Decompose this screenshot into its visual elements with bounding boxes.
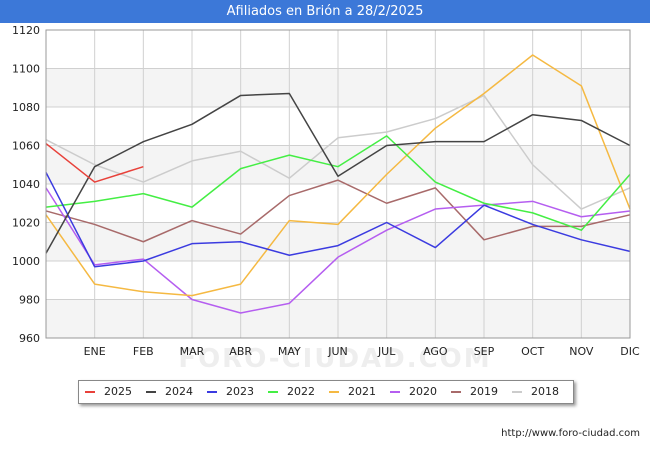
legend-label: 2018 bbox=[531, 385, 559, 398]
legend-swatch bbox=[512, 391, 522, 393]
x-tick-label: NOV bbox=[569, 345, 594, 358]
y-tick-label: 1120 bbox=[12, 24, 40, 37]
x-tick-label: ABR bbox=[229, 345, 252, 358]
y-tick-label: 1080 bbox=[12, 101, 40, 114]
y-tick-label: 1060 bbox=[12, 140, 40, 153]
series-line-2024 bbox=[45, 92, 631, 254]
legend-label: 2021 bbox=[348, 385, 376, 398]
legend-swatch bbox=[85, 391, 95, 393]
legend-label: 2024 bbox=[165, 385, 193, 398]
legend-swatch bbox=[207, 391, 217, 393]
x-tick-label: SEP bbox=[474, 345, 495, 358]
series-line-2018 bbox=[45, 94, 631, 210]
y-tick-label: 1000 bbox=[12, 255, 40, 268]
series-lines bbox=[45, 54, 631, 314]
x-tick-label: MAY bbox=[278, 345, 301, 358]
y-tick-label: 1100 bbox=[12, 63, 40, 76]
y-tick-label: 1020 bbox=[12, 217, 40, 230]
y-tick-label: 1040 bbox=[12, 178, 40, 191]
chart-title: Afiliados en Brión a 28/2/2025 bbox=[0, 0, 650, 23]
x-tick-label: OCT bbox=[521, 345, 544, 358]
x-tick-label: AGO bbox=[423, 345, 448, 358]
x-tick-label: MAR bbox=[180, 345, 205, 358]
legend-swatch bbox=[390, 391, 400, 393]
legend-swatch bbox=[451, 391, 461, 393]
series-line-2019 bbox=[45, 179, 631, 243]
x-tick-label: ENE bbox=[84, 345, 106, 358]
legend-label: 2023 bbox=[226, 385, 254, 398]
series-line-2023 bbox=[45, 172, 631, 268]
legend-swatch bbox=[146, 391, 156, 393]
series-line-2021 bbox=[45, 54, 631, 297]
watermark: FORO-CIUDAD.COM bbox=[178, 344, 491, 374]
x-tick-label: FEB bbox=[133, 345, 154, 358]
series-line-2022 bbox=[45, 135, 631, 231]
legend-label: 2019 bbox=[470, 385, 498, 398]
y-tick-label: 980 bbox=[19, 294, 40, 307]
x-tick-label: DIC bbox=[620, 345, 640, 358]
legend-label: 2020 bbox=[409, 385, 437, 398]
legend-label: 2025 bbox=[104, 385, 132, 398]
x-tick-label: JUL bbox=[377, 345, 396, 358]
source-link[interactable]: http://www.foro-ciudad.com bbox=[501, 428, 640, 439]
x-tick-label: JUN bbox=[327, 345, 348, 358]
y-tick-label: 960 bbox=[19, 332, 40, 345]
plot-frame bbox=[45, 29, 631, 339]
series-line-2020 bbox=[45, 187, 631, 314]
series-line-2025 bbox=[45, 142, 144, 183]
y-tick-labels: 960 980 1000 1020 1040 1060 1080 1100 1120 bbox=[12, 24, 40, 345]
legend-swatch bbox=[268, 391, 278, 393]
legend-swatch bbox=[329, 391, 339, 393]
legend-label: 2022 bbox=[287, 385, 315, 398]
x-tick-labels: ENE FEB MAR ABR MAY JUN JUL AGO SEP OCT NOV DIC bbox=[84, 345, 640, 358]
legend: 2025 2024 2023 2022 2021 2020 2019 2018 bbox=[78, 380, 574, 404]
